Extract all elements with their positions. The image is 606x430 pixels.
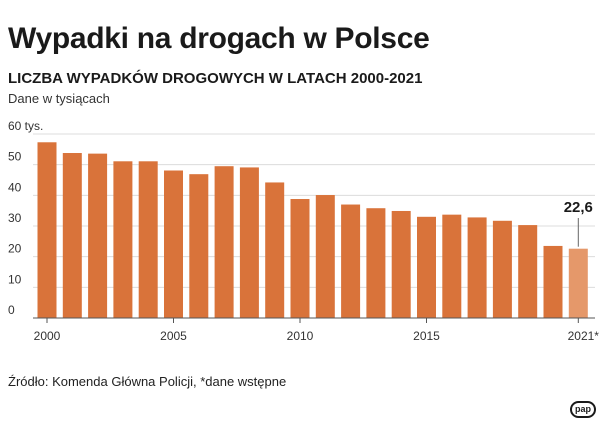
bar-2017 xyxy=(467,217,487,318)
x-tick-label: 2000 xyxy=(34,329,61,343)
bar-2009 xyxy=(265,182,285,318)
bar-2016 xyxy=(442,214,462,318)
y-tick-label: 0 xyxy=(8,303,15,317)
bar-2004 xyxy=(138,161,158,318)
bar-2007 xyxy=(214,166,234,318)
x-tick-label: 2010 xyxy=(287,329,314,343)
bar-2021 xyxy=(568,248,588,318)
bar-2020 xyxy=(543,245,563,318)
bar-2018 xyxy=(492,220,512,318)
bar-2010 xyxy=(290,199,310,318)
bars xyxy=(33,142,595,319)
chart-title: LICZBA WYPADKÓW DROGOWYCH W LATACH 2000-… xyxy=(8,70,423,87)
bar-2002 xyxy=(88,153,108,318)
bar-2008 xyxy=(239,167,259,318)
y-tick-label: 30 xyxy=(8,211,22,225)
x-tick-label: 2015 xyxy=(413,329,440,343)
data-label-2021: 22,6 xyxy=(564,199,593,216)
bar-2006 xyxy=(189,174,209,318)
bar-2015 xyxy=(417,216,436,318)
pap-logo: pap xyxy=(570,401,596,418)
y-tick-label: 50 xyxy=(8,150,22,164)
bar-2013 xyxy=(366,208,386,318)
bar-2019 xyxy=(518,225,538,318)
y-tick-label: 20 xyxy=(8,242,22,256)
annotation: 22,6 xyxy=(564,199,593,247)
bar-2003 xyxy=(113,161,133,318)
y-axis-label: Dane w tysiącach xyxy=(8,91,110,106)
x-tick-label: 2021* xyxy=(568,329,600,343)
source-note: Źródło: Komenda Główna Policji, *dane ws… xyxy=(8,374,287,389)
x-tick-label: 2005 xyxy=(160,329,187,343)
y-axis-ticks: 0 10 20 30 40 50 60 tys. xyxy=(8,119,43,317)
y-tick-label: 10 xyxy=(8,272,22,286)
bar-2012 xyxy=(341,204,361,318)
x-axis-ticks: 2000 2005 2010 2015 2021* xyxy=(34,318,600,343)
bar-2005 xyxy=(164,170,183,318)
bar-2014 xyxy=(391,210,411,318)
bar-2011 xyxy=(315,195,335,318)
y-tick-label: 40 xyxy=(8,180,22,194)
bar-2000 xyxy=(37,142,57,318)
y-tick-label: 60 tys. xyxy=(8,119,43,133)
page-title: Wypadki na drogach w Polsce xyxy=(8,22,430,55)
bar-2001 xyxy=(62,153,82,318)
